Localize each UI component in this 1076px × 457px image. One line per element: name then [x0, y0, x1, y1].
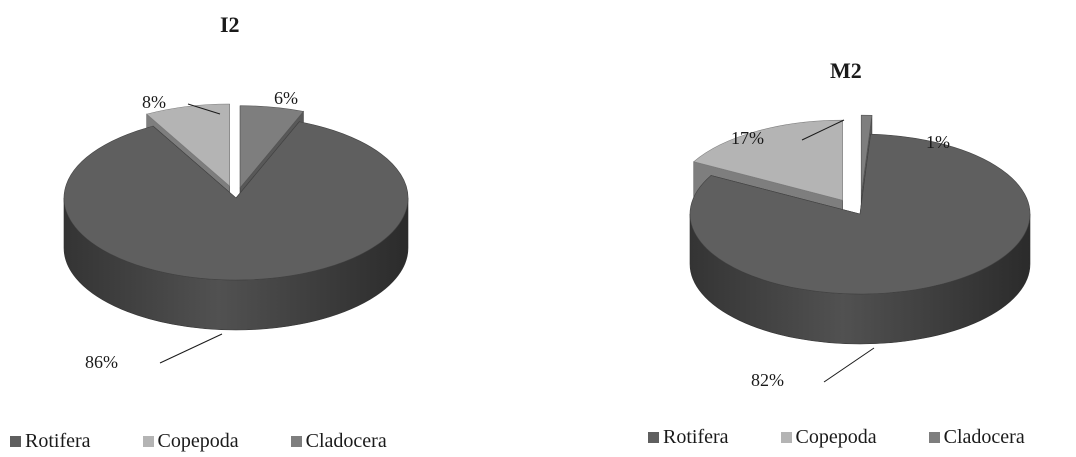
pie-slice-cladocera	[860, 114, 873, 196]
legend-swatch-cladocera	[290, 436, 302, 447]
chart-legend: Rotifera Copepoda Cladocera	[648, 426, 1025, 449]
leader-line-copepoda	[801, 119, 845, 141]
legend-label-copepoda: Copepoda	[795, 426, 877, 448]
data-label-cladocera: 6%	[274, 88, 298, 108]
data-label-rotifera: 86%	[85, 352, 118, 372]
legend-item-copepoda: Copepoda	[780, 426, 877, 449]
data-label-copepoda: 8%	[142, 92, 166, 112]
legend-label-rotifera: Rotifera	[25, 430, 91, 452]
chart-panel-i2: 86% 8% 6% I2 Rotifera Copepoda Cladocera	[0, 0, 530, 457]
legend-item-rotifera: Rotifera	[10, 430, 91, 453]
pie-slice-rotifera	[63, 121, 409, 281]
pie-chart-i2: 86% 8% 6%	[63, 88, 409, 372]
chart-legend: Rotifera Copepoda Cladocera	[10, 430, 387, 453]
pie-slice-copepoda	[146, 103, 230, 187]
chart-title: M2	[830, 58, 862, 83]
legend-item-cladocera: Cladocera	[290, 430, 387, 453]
leader-line-copepoda	[187, 103, 221, 115]
pie-chart-m2: 82% 17% 1%	[689, 114, 1031, 390]
legend-swatch-cladocera	[928, 432, 940, 443]
legend-label-copepoda: Copepoda	[157, 430, 239, 452]
chart-panel-m2: 82% 17% 1% M2 Rotifera Copepoda Cladocera	[538, 0, 1076, 457]
legend-label-cladocera: Cladocera	[943, 426, 1025, 448]
legend-swatch-copepoda	[142, 436, 154, 447]
legend-label-rotifera: Rotifera	[663, 426, 729, 448]
legend-item-cladocera: Cladocera	[928, 426, 1025, 449]
legend-label-cladocera: Cladocera	[305, 430, 387, 452]
legend-swatch-rotifera	[648, 432, 659, 443]
chart-title: I2	[220, 12, 240, 37]
legend-item-rotifera: Rotifera	[648, 426, 729, 449]
legend-swatch-rotifera	[10, 436, 21, 447]
leader-line-rotifera	[823, 347, 875, 383]
legend-swatch-copepoda	[780, 432, 792, 443]
data-label-copepoda: 17%	[731, 128, 764, 148]
leader-line-rotifera	[159, 333, 223, 364]
data-label-cladocera: 1%	[926, 132, 950, 152]
pie-slice-cladocera	[239, 105, 304, 189]
pie-slice-rotifera	[689, 133, 1031, 295]
pie-slice-copepoda	[693, 119, 843, 201]
legend-item-copepoda: Copepoda	[142, 430, 239, 453]
data-label-rotifera: 82%	[751, 370, 784, 390]
